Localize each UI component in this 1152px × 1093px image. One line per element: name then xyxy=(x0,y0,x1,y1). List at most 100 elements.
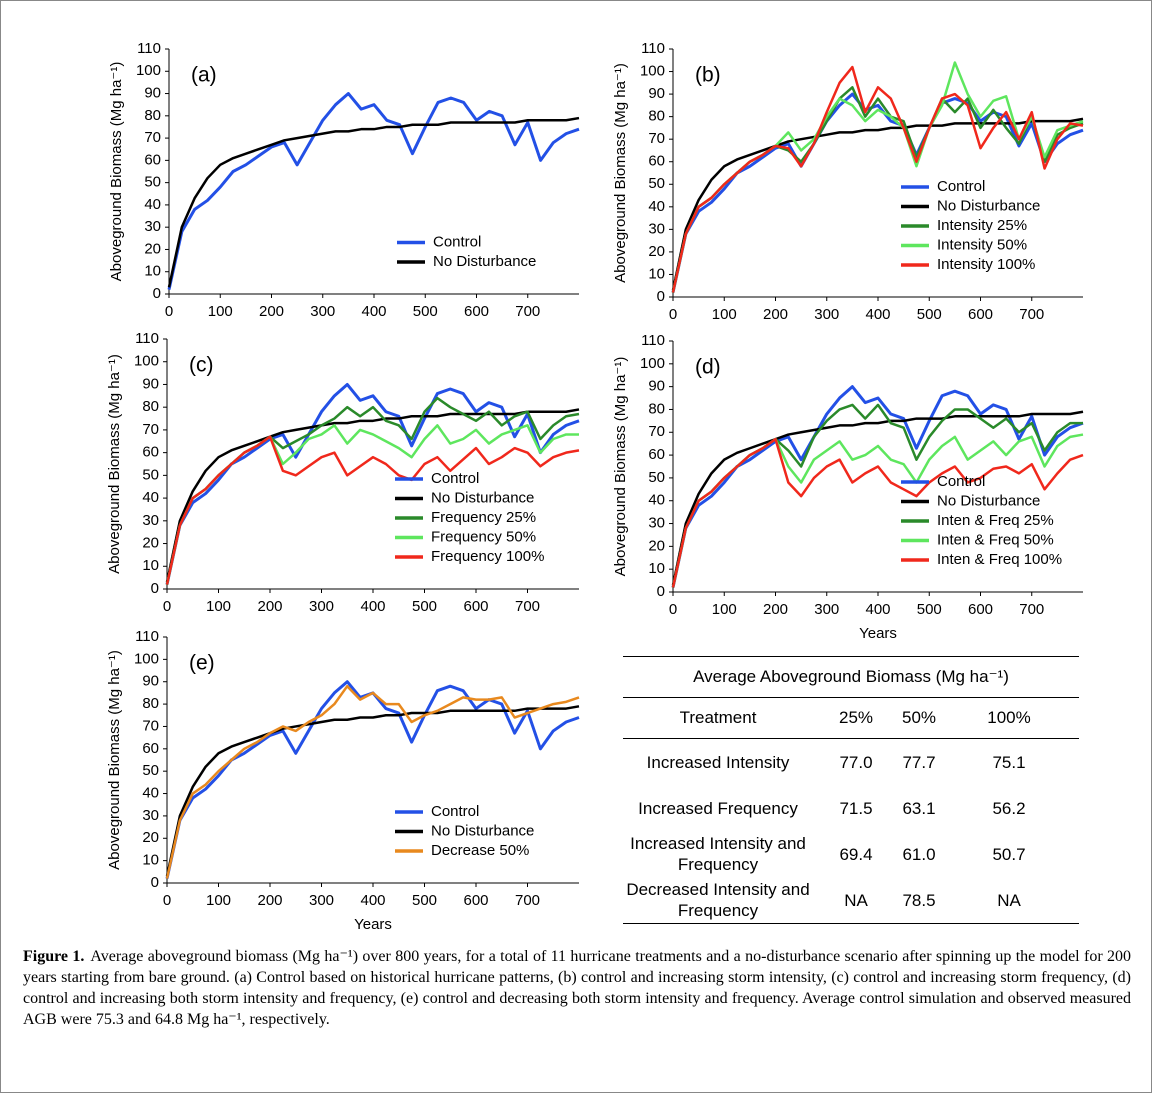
x-tick-label: 0 xyxy=(669,306,677,323)
column-header: 50% xyxy=(901,708,937,727)
x-tick-label: 700 xyxy=(1019,306,1044,323)
legend-label: No Disturbance xyxy=(433,253,536,270)
x-tick-label: 600 xyxy=(968,601,993,618)
column-header: 25% xyxy=(838,708,874,727)
table-row: Decreased Intensity and Frequency NA 78.5 N… xyxy=(623,877,1079,923)
x-tick-label: 200 xyxy=(257,598,282,615)
caption-text: Average aboveground biomass (Mg ha⁻¹) ov… xyxy=(23,948,1132,1028)
x-tick-label: 100 xyxy=(712,601,737,618)
legend-label: Intensity 25% xyxy=(937,217,1027,234)
x-tick-label: 400 xyxy=(360,892,385,909)
x-tick-label: 100 xyxy=(712,306,737,323)
y-tick-label: 90 xyxy=(142,375,159,392)
y-tick-label: 40 xyxy=(144,196,161,213)
x-tick-label: 500 xyxy=(917,306,942,323)
legend-label: Control xyxy=(431,470,479,487)
x-tick-label: 0 xyxy=(163,598,171,615)
y-tick-label: 90 xyxy=(142,673,159,690)
panel-label: (d) xyxy=(695,356,721,379)
x-tick-label: 0 xyxy=(669,601,677,618)
table-cell: NA xyxy=(844,890,868,910)
series-line xyxy=(671,410,1084,586)
column-header: Treatment xyxy=(679,708,757,727)
y-tick-label: 90 xyxy=(144,85,161,102)
x-tick-label: 700 xyxy=(515,892,540,909)
y-tick-label: 60 xyxy=(142,740,159,757)
y-tick-label: 110 xyxy=(135,628,159,645)
x-tick-label: 600 xyxy=(463,598,488,615)
y-tick-label: 0 xyxy=(657,288,665,305)
table-cell: Increased Frequency xyxy=(638,798,798,818)
table-title: Average Aboveground Biomass (Mg ha⁻¹) xyxy=(623,657,1079,698)
y-tick-label: 50 xyxy=(648,175,665,192)
x-tick-label: 500 xyxy=(917,601,942,618)
y-tick-label: 60 xyxy=(648,446,665,463)
y-tick-label: 60 xyxy=(144,151,161,168)
y-tick-label: 90 xyxy=(648,378,665,395)
y-tick-label: 110 xyxy=(137,40,161,57)
x-tick-label: 600 xyxy=(463,892,488,909)
y-tick-label: 50 xyxy=(648,469,665,486)
x-tick-label: 600 xyxy=(464,303,489,320)
y-tick-label: 40 xyxy=(142,785,159,802)
table-cell: Increased Intensity xyxy=(646,752,790,772)
y-tick-label: 80 xyxy=(648,108,665,125)
x-tick-label: 300 xyxy=(309,598,334,615)
table-cell: 69.4 xyxy=(839,844,873,864)
y-tick-label: 100 xyxy=(136,62,161,79)
y-tick-label: 10 xyxy=(142,557,159,574)
y-tick-label: 40 xyxy=(648,198,665,215)
y-tick-label: 60 xyxy=(142,444,159,461)
y-tick-label: 30 xyxy=(648,515,665,532)
y-tick-label: 30 xyxy=(144,218,161,235)
table-header: Treatment 25% 50% 100% xyxy=(623,698,1079,739)
y-tick-label: 10 xyxy=(648,560,665,577)
y-tick-label: 70 xyxy=(142,717,159,734)
y-tick-label: 20 xyxy=(648,537,665,554)
y-tick-label: 70 xyxy=(648,423,665,440)
series-line xyxy=(671,437,1084,588)
x-tick-label: 700 xyxy=(1019,601,1044,618)
series-line xyxy=(671,65,1084,293)
series-line xyxy=(167,116,580,288)
legend-label: No Disturbance xyxy=(937,197,1040,214)
legend-label: Inten & Freq 25% xyxy=(937,512,1054,529)
axes xyxy=(672,49,1083,298)
y-tick-label: 50 xyxy=(144,174,161,191)
table-cell: 78.5 xyxy=(902,890,936,910)
y-tick-label: 70 xyxy=(142,421,159,438)
y-tick-label: 100 xyxy=(134,353,159,370)
y-tick-label: 80 xyxy=(142,398,159,415)
series-line xyxy=(165,408,580,583)
panel-label: (c) xyxy=(189,354,214,377)
x-tick-label: 500 xyxy=(412,598,437,615)
x-tick-label: 100 xyxy=(206,598,231,615)
caption: Figure 1. Average aboveground biomass (Mg… xyxy=(23,946,1131,1030)
x-tick-label: 500 xyxy=(413,303,438,320)
table-cell: 75.1 xyxy=(992,752,1026,772)
x-tick-label: 200 xyxy=(259,303,284,320)
y-tick-label: 110 xyxy=(641,40,665,57)
y-axis-label: Aboveground Biomass (Mg ha⁻¹) xyxy=(612,63,629,283)
panel-label: (a) xyxy=(191,64,217,87)
x-tick-label: 0 xyxy=(163,892,171,909)
table-cell: Decreased Intensity and Frequency xyxy=(626,880,810,920)
y-tick-label: 20 xyxy=(142,829,159,846)
y-axis-label: Aboveground Biomass (Mg ha⁻¹) xyxy=(106,354,123,574)
y-tick-label: 30 xyxy=(648,220,665,237)
series-line xyxy=(167,92,580,290)
legend-label: Decrease 50% xyxy=(431,842,529,859)
y-tick-label: 90 xyxy=(648,85,665,102)
legend-label: No Disturbance xyxy=(431,822,534,839)
table-cell: NA xyxy=(997,890,1021,910)
x-tick-label: 0 xyxy=(165,303,173,320)
y-tick-label: 50 xyxy=(142,762,159,779)
legend-label: Frequency 50% xyxy=(431,528,536,545)
caption-label: Figure 1. xyxy=(23,948,85,965)
y-tick-label: 110 xyxy=(641,332,665,349)
legend-label: Intensity 50% xyxy=(937,236,1027,253)
x-tick-label: 200 xyxy=(763,601,788,618)
legend-label: Intensity 100% xyxy=(937,256,1035,273)
y-axis-label: Aboveground Biomass (Mg ha⁻¹) xyxy=(108,62,125,282)
